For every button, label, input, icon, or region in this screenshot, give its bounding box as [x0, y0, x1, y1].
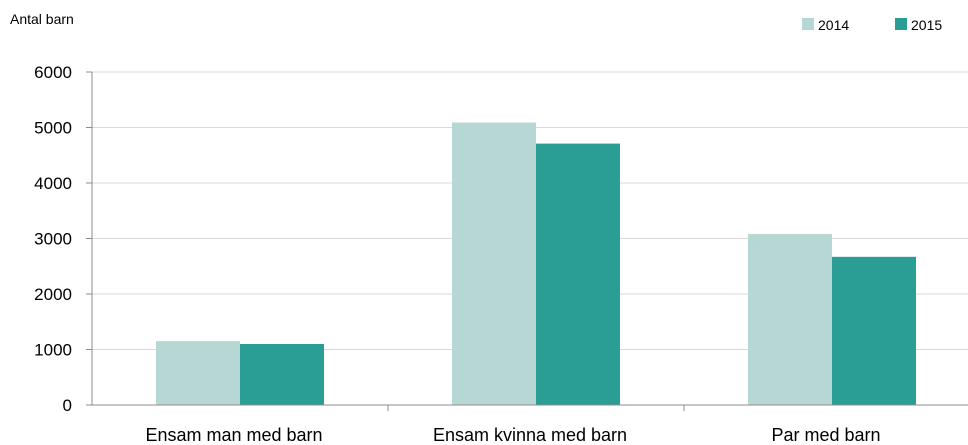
legend: 2014 2015 — [802, 17, 942, 33]
legend-swatch-2014 — [802, 18, 814, 30]
legend-label-2015: 2015 — [911, 17, 942, 33]
x-axis-categories: Ensam man med barn Ensam kvinna med barn P… — [145, 425, 880, 445]
y-axis-ticks: 0 1000 2000 3000 4000 5000 6000 — [34, 63, 92, 415]
bar-2015 — [832, 257, 916, 405]
bars — [156, 123, 916, 405]
bar-2015 — [536, 144, 620, 405]
y-tick-label: 5000 — [34, 119, 72, 138]
y-tick-label: 0 — [63, 396, 72, 415]
y-tick-label: 6000 — [34, 63, 72, 82]
bar-2014 — [156, 341, 240, 405]
legend-label-2014: 2014 — [818, 17, 849, 33]
y-tick-label: 3000 — [34, 230, 72, 249]
x-category-label: Ensam kvinna med barn — [433, 425, 627, 445]
y-tick-label: 4000 — [34, 174, 72, 193]
bar-2015 — [240, 344, 324, 405]
y-axis-label: Antal barn — [10, 11, 74, 27]
x-category-label: Par med barn — [771, 425, 880, 445]
y-tick-label: 1000 — [34, 341, 72, 360]
bar-2014 — [748, 234, 832, 405]
x-category-label: Ensam man med barn — [145, 425, 322, 445]
legend-swatch-2015 — [895, 18, 907, 30]
y-tick-label: 2000 — [34, 285, 72, 304]
bar-2014 — [452, 123, 536, 405]
